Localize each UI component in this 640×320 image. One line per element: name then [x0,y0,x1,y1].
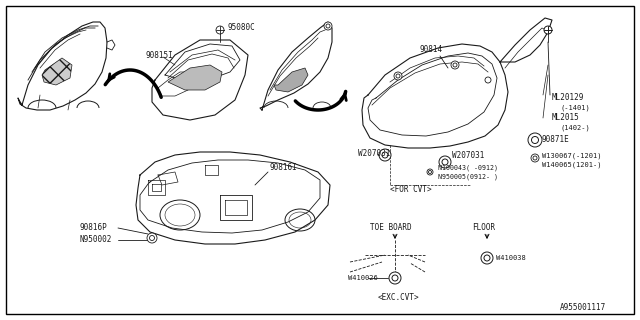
Text: W130067(-1201): W130067(-1201) [542,153,602,159]
Polygon shape [168,65,222,90]
Text: A955001117: A955001117 [560,303,606,313]
Text: TOE BOARD: TOE BOARD [370,223,412,233]
Circle shape [528,133,542,147]
Text: N950002: N950002 [80,236,113,244]
Circle shape [427,169,433,175]
Text: N950005(0912- ): N950005(0912- ) [438,174,498,180]
Circle shape [326,24,330,28]
Circle shape [533,156,537,160]
Text: N100043( -0912): N100043( -0912) [438,165,498,171]
Circle shape [453,63,457,67]
Text: FLOOR: FLOOR [472,223,495,233]
Text: <FOR CVT>: <FOR CVT> [390,186,431,195]
Text: 90871E: 90871E [542,135,570,145]
Text: 90816I: 90816I [270,164,298,172]
Text: (1402-): (1402-) [560,125,589,131]
Circle shape [216,26,224,34]
Circle shape [394,72,402,80]
Circle shape [451,61,459,69]
Text: ML20129: ML20129 [552,93,584,102]
Text: W140065(1201-): W140065(1201-) [542,162,602,168]
Circle shape [439,156,451,168]
Text: (-1401): (-1401) [560,105,589,111]
Circle shape [481,252,493,264]
Polygon shape [274,68,308,92]
Polygon shape [42,58,72,85]
Circle shape [150,236,154,241]
Circle shape [442,159,448,165]
Text: 90815I: 90815I [145,51,173,60]
Text: 90814: 90814 [420,45,443,54]
Circle shape [396,74,400,78]
Text: 90816P: 90816P [80,223,108,233]
Circle shape [389,272,401,284]
Circle shape [429,171,431,173]
Text: W410026: W410026 [348,275,378,281]
Text: W207031: W207031 [452,150,484,159]
Circle shape [379,149,391,161]
Text: ML2015: ML2015 [552,114,580,123]
Text: 95080C: 95080C [228,23,256,33]
Text: W410038: W410038 [496,255,525,261]
Circle shape [531,137,538,143]
Circle shape [382,152,388,158]
Circle shape [544,26,552,34]
Circle shape [531,154,539,162]
Circle shape [324,22,332,30]
Text: <EXC.CVT>: <EXC.CVT> [378,293,420,302]
Circle shape [485,77,491,83]
Circle shape [147,233,157,243]
Circle shape [392,275,398,281]
Text: W207031: W207031 [358,149,390,158]
Circle shape [484,255,490,261]
